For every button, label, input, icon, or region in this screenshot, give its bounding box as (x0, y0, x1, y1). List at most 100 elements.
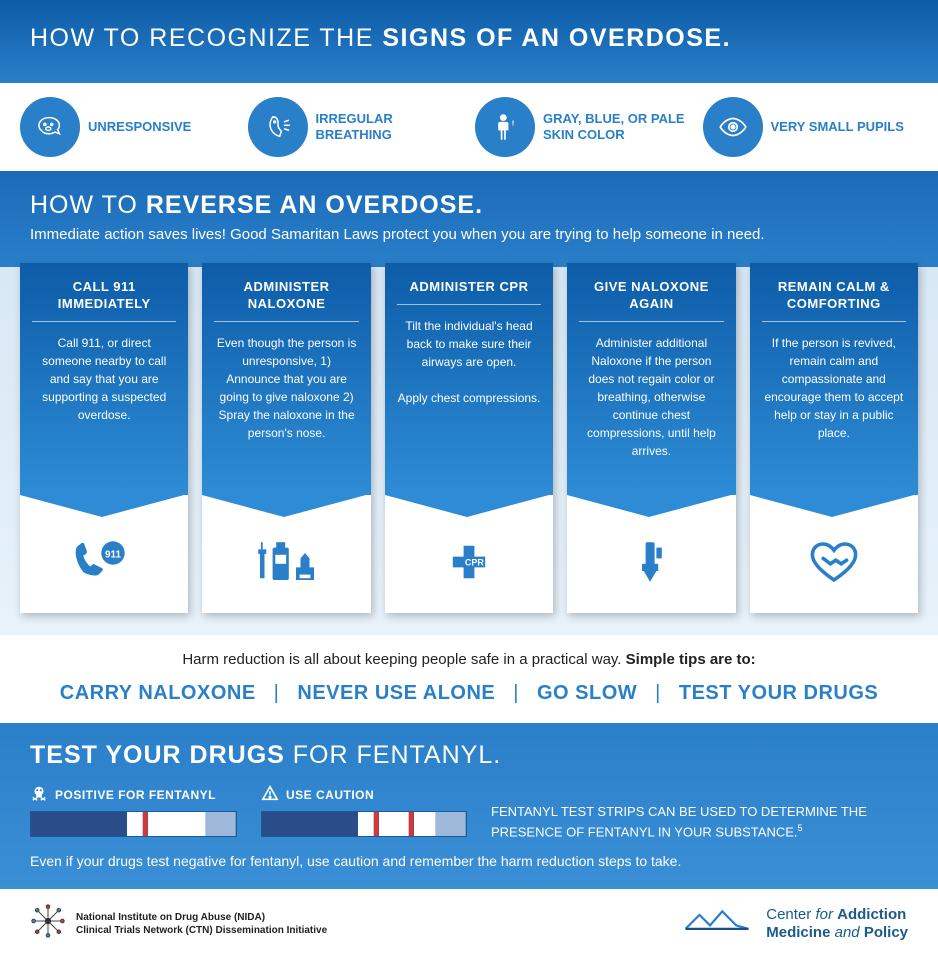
footer-right-line1: Center for Addiction (766, 906, 908, 924)
tip-item: TEST YOUR DRUGS (679, 682, 878, 705)
tips-separator: | (655, 682, 661, 705)
tips-intro-bold: Simple tips are to: (626, 651, 756, 668)
test-title-bold: TEST YOUR DRUGS (30, 741, 285, 769)
fr2-b2: Policy (864, 924, 908, 941)
strip-segment (436, 812, 466, 836)
step-card: ADMINISTER NALOXONE Even though the pers… (202, 263, 370, 613)
reverse-title-bold: REVERSE AN OVERDOSE. (146, 191, 483, 219)
strip-segment (414, 812, 436, 836)
camp-logo-icon (682, 906, 752, 941)
test-content: POSITIVE FOR FENTANYL USE CAUTION FENTAN… (30, 784, 908, 841)
strip-segment (31, 812, 79, 836)
naloxone-again-icon (615, 534, 687, 595)
reverse-subtitle: Immediate action saves lives! Good Samar… (30, 226, 908, 243)
test-description: FENTANYL TEST STRIPS CAN BE USED TO DETE… (491, 784, 908, 841)
step-top: GIVE NALOXONE AGAIN Administer additiona… (567, 263, 735, 495)
step-top: CALL 911 IMMEDIATELY Call 911, or direct… (20, 263, 188, 495)
strip-label: POSITIVE FOR FENTANYL (30, 784, 237, 805)
footer-right: Center for Addiction Medicine and Policy (682, 906, 908, 942)
strip-segment (206, 812, 236, 836)
step-card: CALL 911 IMMEDIATELY Call 911, or direct… (20, 263, 188, 613)
tips-section: Harm reduction is all about keeping peop… (0, 635, 938, 723)
sign-item: VERY SMALL PUPILS (703, 97, 919, 157)
step-title: ADMINISTER CPR (397, 279, 541, 305)
tips-intro: Harm reduction is all about keeping peop… (30, 651, 908, 668)
strip-segment (310, 812, 358, 836)
step-top: ADMINISTER CPR Tilt the individual's hea… (385, 263, 553, 495)
step-title: CALL 911 IMMEDIATELY (32, 279, 176, 322)
fr-pre: Center (766, 906, 815, 923)
strips-wrap: POSITIVE FOR FENTANYL USE CAUTION (30, 784, 467, 837)
step-card: ADMINISTER CPR Tilt the individual's hea… (385, 263, 553, 613)
tip-item: NEVER USE ALONE (297, 682, 495, 705)
tips-intro-pre: Harm reduction is all about keeping peop… (182, 651, 625, 668)
title-pre: HOW TO RECOGNIZE THE (30, 24, 382, 52)
fr-b: Addiction (837, 906, 906, 923)
step-card: REMAIN CALM & COMFORTING If the person i… (750, 263, 918, 613)
step-top: REMAIN CALM & COMFORTING If the person i… (750, 263, 918, 495)
strip-label-text: USE CAUTION (286, 788, 374, 802)
handshake-heart-icon (798, 534, 870, 595)
sign-item: ! GRAY, BLUE, OR PALE SKIN COLOR (475, 97, 691, 157)
test-strip (261, 811, 467, 837)
sign-label: GRAY, BLUE, OR PALE SKIN COLOR (543, 111, 691, 142)
test-desc-sup: 5 (798, 823, 803, 833)
naloxone-kit-icon (251, 534, 323, 595)
tip-item: CARRY NALOXONE (60, 682, 256, 705)
test-title-post: FOR FENTANYL. (285, 741, 501, 769)
svg-text:CPR: CPR (465, 558, 485, 568)
tips-row: CARRY NALOXONE | NEVER USE ALONE | GO SLOW | T… (30, 682, 908, 705)
step-title: ADMINISTER NALOXONE (214, 279, 358, 322)
strip-segment (358, 812, 374, 836)
infographic-root: HOW TO RECOGNIZE THE SIGNS OF AN OVERDOS… (0, 0, 938, 958)
step-title: REMAIN CALM & COMFORTING (762, 279, 906, 322)
signs-row: UNRESPONSIVE IRREGULAR BREATHING! GRAY, … (0, 83, 938, 171)
reverse-header: HOW TO REVERSE AN OVERDOSE. Immediate ac… (0, 171, 938, 267)
strip-label: USE CAUTION (261, 784, 467, 805)
step-title: GIVE NALOXONE AGAIN (579, 279, 723, 322)
person-icon: ! (475, 97, 535, 157)
footer-right-line2: Medicine and Policy (766, 924, 908, 942)
step-body: Even though the person is unresponsive, … (214, 334, 358, 442)
step-body: Tilt the individual's head back to make … (397, 317, 541, 407)
tips-separator: | (274, 682, 280, 705)
step-body: If the person is revived, remain calm an… (762, 334, 906, 442)
svg-text:!: ! (512, 118, 515, 127)
nida-logo-icon (30, 903, 66, 944)
footer-left: National Institute on Drug Abuse (NIDA) … (30, 903, 327, 944)
strip-segment (148, 812, 206, 836)
tips-separator: | (513, 682, 519, 705)
strip-segment (79, 812, 127, 836)
warning-icon (261, 784, 279, 805)
title-bold: SIGNS OF AN OVERDOSE. (382, 24, 731, 52)
step-top: ADMINISTER NALOXONE Even though the pers… (202, 263, 370, 495)
test-section: TEST YOUR DRUGS FOR FENTANYL. POSITIVE F… (0, 723, 938, 889)
pig-icon (20, 97, 80, 157)
reverse-title-pre: HOW TO (30, 191, 146, 219)
strip-segment (262, 812, 310, 836)
eye-icon (703, 97, 763, 157)
strip-label-text: POSITIVE FOR FENTANYL (55, 788, 216, 802)
footer-left-line2: Clinical Trials Network (CTN) Disseminat… (76, 924, 327, 937)
cpr-icon: CPR (433, 534, 505, 595)
tip-item: GO SLOW (537, 682, 637, 705)
sign-label: UNRESPONSIVE (88, 119, 191, 135)
test-title: TEST YOUR DRUGS FOR FENTANYL. (30, 741, 908, 770)
reverse-title: HOW TO REVERSE AN OVERDOSE. (30, 191, 908, 220)
signs-header: HOW TO RECOGNIZE THE SIGNS OF AN OVERDOS… (0, 0, 938, 83)
strip-segment (379, 812, 409, 836)
footer-right-text: Center for Addiction Medicine and Policy (766, 906, 908, 942)
breathing-icon (248, 97, 308, 157)
sign-item: IRREGULAR BREATHING (248, 97, 464, 157)
strip-block: POSITIVE FOR FENTANYL (30, 784, 237, 837)
phone-911-icon: 911 (68, 534, 140, 595)
footer-left-line1: National Institute on Drug Abuse (NIDA) (76, 911, 327, 924)
sign-label: VERY SMALL PUPILS (771, 119, 904, 135)
test-note: Even if your drugs test negative for fen… (30, 853, 908, 869)
step-body: Administer additional Naloxone if the pe… (579, 334, 723, 460)
svg-text:911: 911 (105, 550, 121, 561)
footer-left-text: National Institute on Drug Abuse (NIDA) … (76, 911, 327, 937)
step-card: GIVE NALOXONE AGAIN Administer additiona… (567, 263, 735, 613)
fr-it: for (815, 906, 837, 923)
test-strip (30, 811, 237, 837)
